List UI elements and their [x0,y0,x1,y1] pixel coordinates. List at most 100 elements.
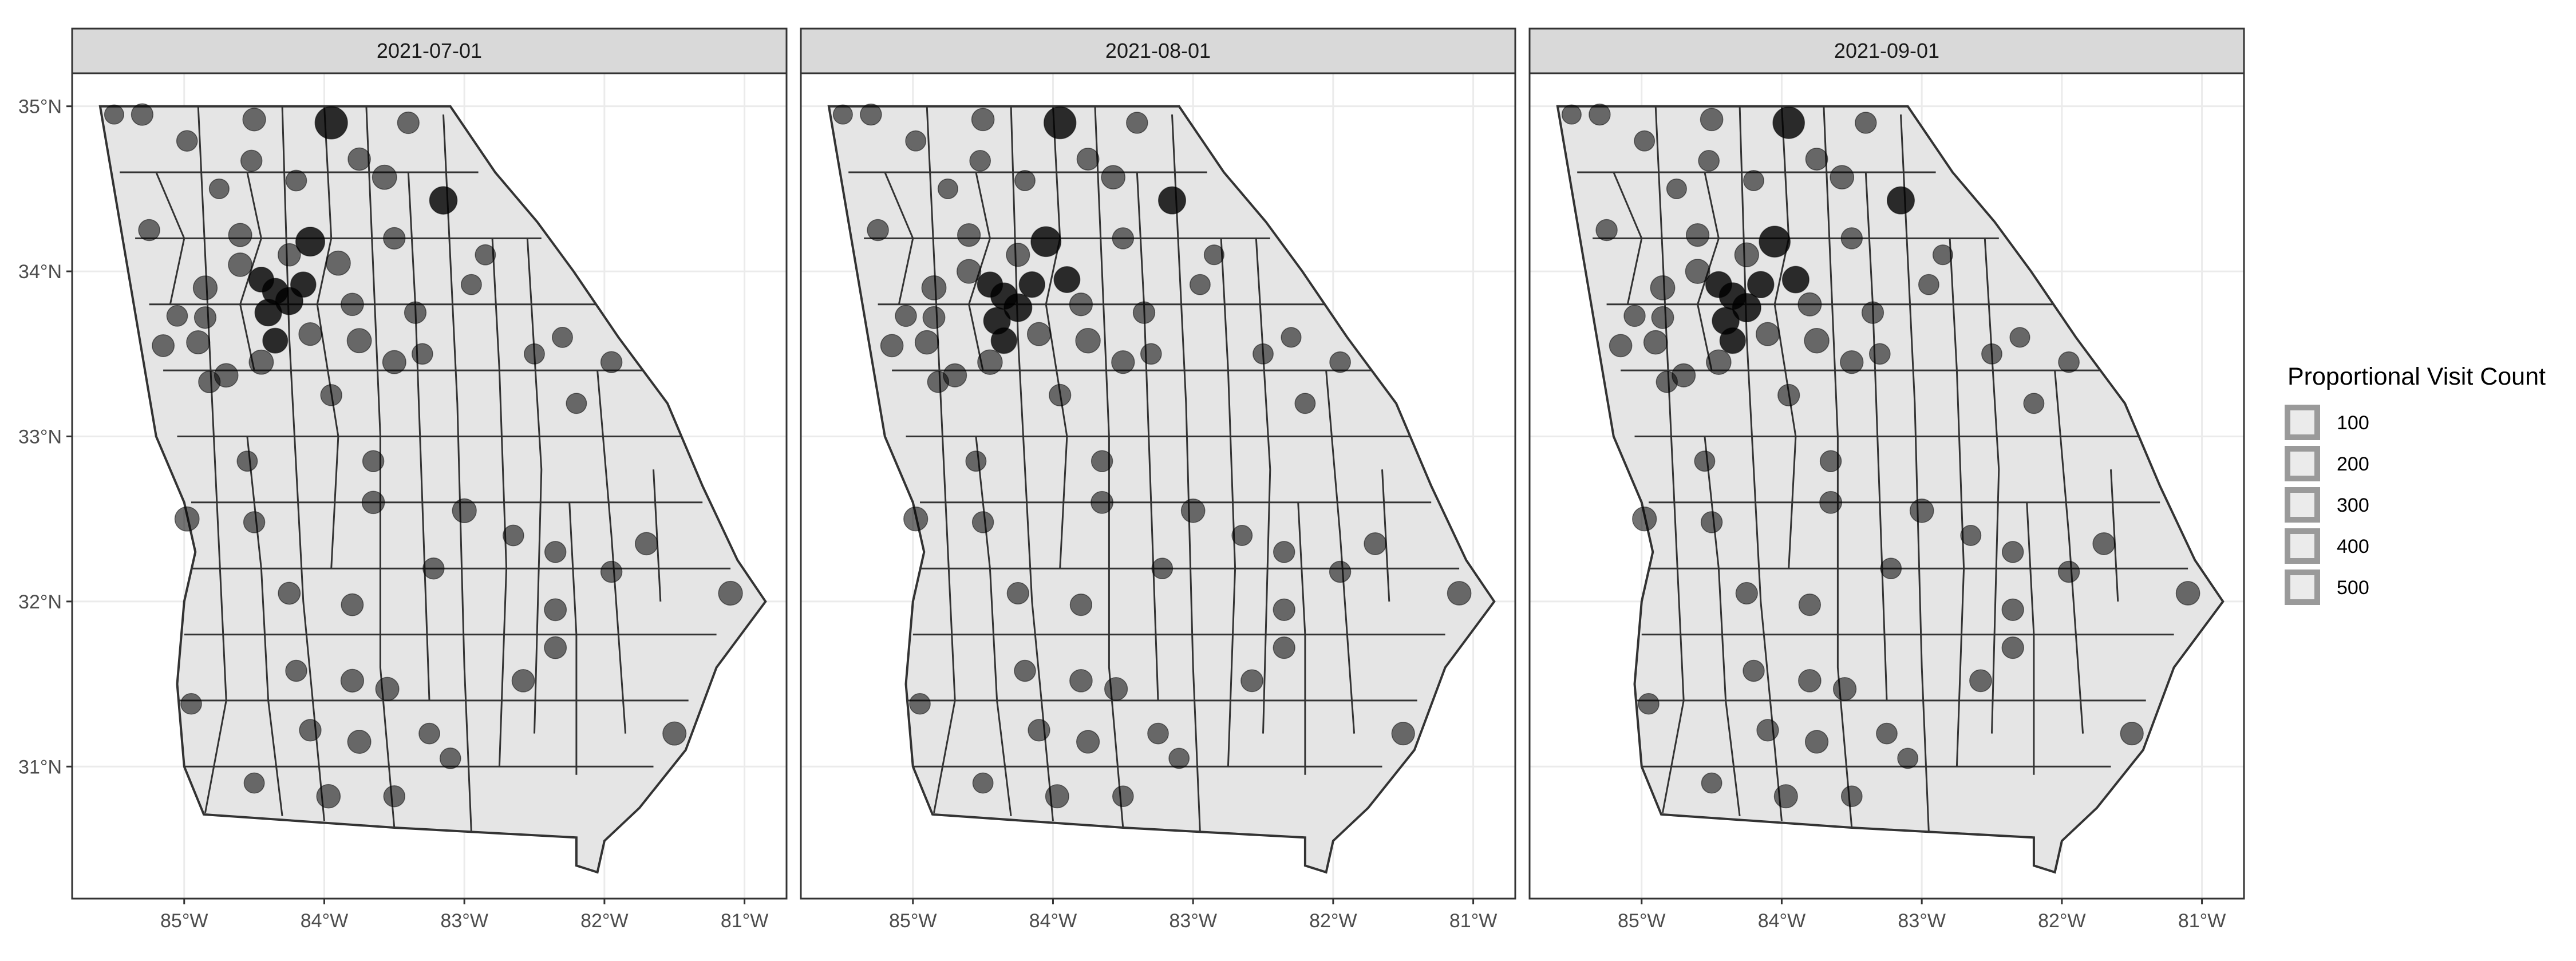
visit-point [1886,186,1915,215]
visit-point [909,693,931,715]
visit-point [718,580,743,606]
county-border [1297,502,1306,775]
visit-point [905,130,927,152]
county-borders [848,106,1460,833]
legend-key [2285,487,2320,523]
facet-panel-1: 2021-07-01 85°W 84°W 83°W 82°W 81°W 35°N 34°N 33… [18,27,788,932]
visit-point [1666,178,1687,199]
visit-point [1698,150,1720,172]
visit-point [502,524,524,547]
visit-point [1028,719,1050,742]
visit-point [1561,104,1582,125]
visit-point [2001,541,2024,563]
visit-point [248,349,274,375]
visit-point [1595,219,1618,242]
visit-point [1447,581,1472,606]
county-border [246,436,283,816]
visit-point [383,227,406,250]
county-border [1325,370,1356,734]
x-tick-label: 83°W [440,910,488,932]
visit-point [511,669,535,693]
visit-point [1876,722,1898,745]
county-borders [1577,106,2188,833]
x-tick-label: 85°W [1618,910,1666,932]
visit-point [422,557,445,580]
visit-point [1091,491,1114,514]
visit-point [1053,266,1081,293]
county-border [1823,106,1853,828]
visit-point [1003,293,1033,322]
visit-point [152,334,175,357]
visit-point [104,104,124,125]
visit-point [452,498,477,523]
visit-point [1855,112,1877,134]
visit-point [1832,677,1857,701]
visit-point [243,772,265,794]
visit-point [1203,244,1224,266]
y-tick-label: 35°N [18,96,62,118]
visit-point [1706,349,1732,375]
visit-point [439,748,461,769]
county-border [281,106,325,821]
visit-point [1734,242,1759,267]
visit-point [1126,112,1148,134]
county-border [568,502,578,775]
visit-point [921,275,947,300]
visit-point [383,785,406,808]
y-tick-label: 32°N [18,591,62,613]
visit-point [174,506,200,532]
visit-point [544,598,567,622]
visit-point [1781,266,1809,294]
county-border [155,172,185,305]
visit-point [346,328,372,354]
visit-point [1694,450,1716,472]
visit-point [1026,322,1052,346]
visit-point [277,243,301,267]
county-border [596,370,627,734]
legend-label: 500 [2337,577,2369,599]
facet-panels: 2021-07-01 85°W 84°W 83°W 82°W 81°W 35°N 34°N 33… [18,27,2245,932]
visit-point [922,306,946,329]
visit-point [418,722,440,745]
visit-point [1018,271,1045,298]
visit-point [404,301,427,324]
facet-panel-2: 2021-08-01 85°W 84°W 83°W 82°W 81°W [800,27,1516,932]
visit-point [208,178,230,199]
county-border [1045,106,1068,569]
visit-point [1091,450,1113,472]
visit-point [1909,498,1934,523]
visit-point [1755,322,1780,346]
visit-point [411,343,433,365]
facet-strip-label: 2021-08-01 [1105,39,1211,62]
visit-point [1747,271,1775,298]
visit-point [1045,784,1069,809]
visit-point [2175,581,2200,606]
visit-point [1840,785,1863,808]
visit-point [544,541,567,563]
visit-point [1804,730,1829,754]
x-tick-label: 83°W [1169,910,1217,932]
visit-point [1840,227,1863,250]
visit-point [662,721,687,746]
visit-point [2009,327,2030,348]
county-border [407,172,430,701]
visit-point [971,511,994,533]
georgia-state-outline [98,105,767,874]
visit-point [1589,103,1611,126]
visit-point [1006,582,1029,605]
facet-strip-label: 2021-07-01 [377,39,482,62]
visit-point [1777,383,1800,407]
visit-point [1189,274,1211,295]
visit-point [990,327,1017,354]
visit-point [1281,327,1302,348]
visit-point [1294,393,1316,414]
y-tick-label: 31°N [18,756,62,778]
county-border [2054,370,2084,734]
visit-point [2001,598,2024,621]
visit-point [429,186,458,215]
visit-point [937,178,958,199]
visit-point [1069,292,1093,317]
visit-point [1897,748,1919,769]
facet-strip [1528,27,2245,74]
visit-point [1773,784,1798,809]
